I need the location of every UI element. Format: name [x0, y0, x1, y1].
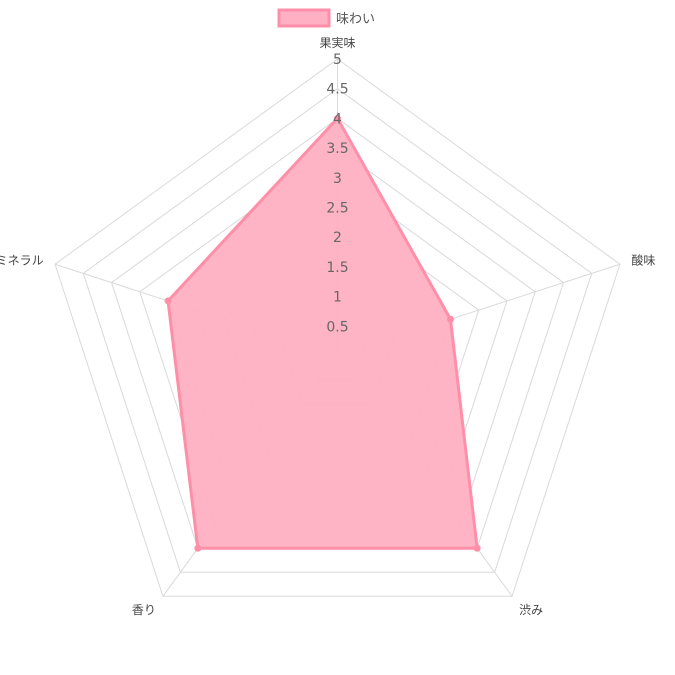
series-area — [166, 116, 479, 550]
axis-label: 香り — [132, 603, 156, 617]
legend-label: 味わい — [336, 12, 375, 27]
legend[interactable]: 味わい — [277, 8, 375, 28]
tick-label: 4.5 — [326, 82, 348, 98]
grid-ring — [54, 58, 621, 597]
tick-label: 3 — [333, 171, 342, 187]
axis-label: 渋み — [519, 603, 543, 617]
tick-labels: 0.5 1 1.5 2 2.5 3 3.5 4 4.5 5 — [326, 52, 348, 335]
tick-label: 1 — [333, 290, 342, 306]
data-point[interactable] — [164, 297, 172, 305]
tick-label: 2 — [333, 230, 342, 246]
tick-label: 3.5 — [326, 141, 348, 157]
legend-swatch[interactable] — [277, 8, 331, 28]
tick-label: 1.5 — [326, 260, 348, 276]
tick-label: 2.5 — [326, 201, 348, 217]
axis-label: 酸味 — [631, 253, 655, 268]
tick-label: 0.5 — [326, 319, 348, 335]
data-point[interactable] — [334, 114, 341, 122]
data-point[interactable] — [473, 544, 481, 552]
tick-label: 5 — [333, 52, 342, 68]
data-point[interactable] — [194, 544, 202, 552]
axis-label: 果実味 — [319, 35, 355, 50]
data-point[interactable] — [446, 315, 454, 323]
tick-label: 4 — [333, 111, 342, 127]
axis-label: ミネラル — [0, 254, 44, 268]
grid-ring — [82, 88, 593, 573]
series-layer — [164, 114, 481, 552]
